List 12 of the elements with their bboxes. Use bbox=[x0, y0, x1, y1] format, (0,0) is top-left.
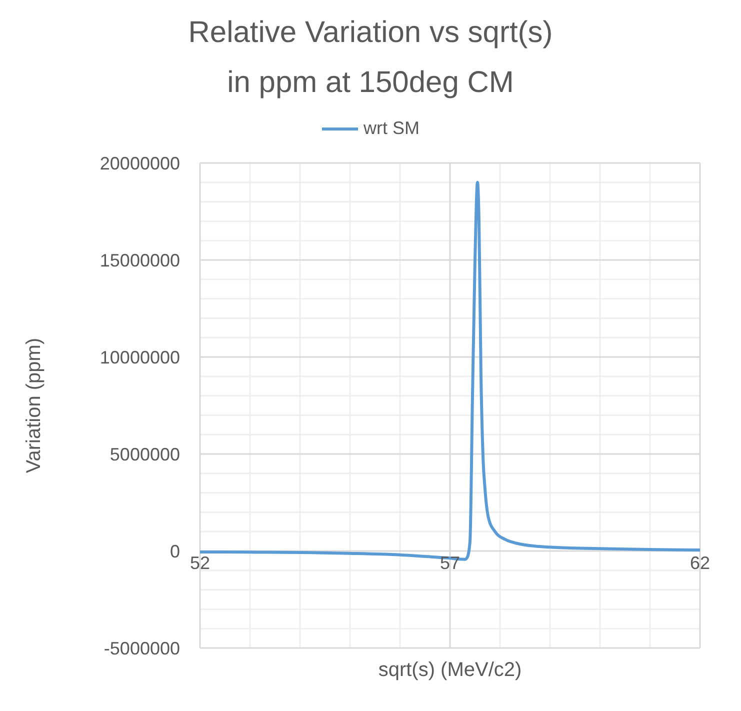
y-tick-label: 20000000 bbox=[100, 153, 180, 174]
y-tick-label: 5000000 bbox=[110, 444, 180, 464]
y-tick-label: 15000000 bbox=[100, 250, 180, 270]
y-tick-label: 0 bbox=[170, 541, 180, 562]
y-tick-label: 10000000 bbox=[100, 347, 180, 368]
x-axis-title: sqrt(s) (MeV/c2) bbox=[378, 659, 522, 681]
x-tick-label: 62 bbox=[690, 553, 710, 573]
chart-title: Relative Variation vs sqrt(s) in ppm at 150deg CM bbox=[187, 15, 554, 101]
legend-label: wrt SM bbox=[364, 118, 420, 139]
x-tick-label: 52 bbox=[190, 553, 210, 573]
y-axis-title: Variation (ppm) bbox=[23, 338, 46, 474]
y-tick-label: -5000000 bbox=[104, 638, 180, 658]
